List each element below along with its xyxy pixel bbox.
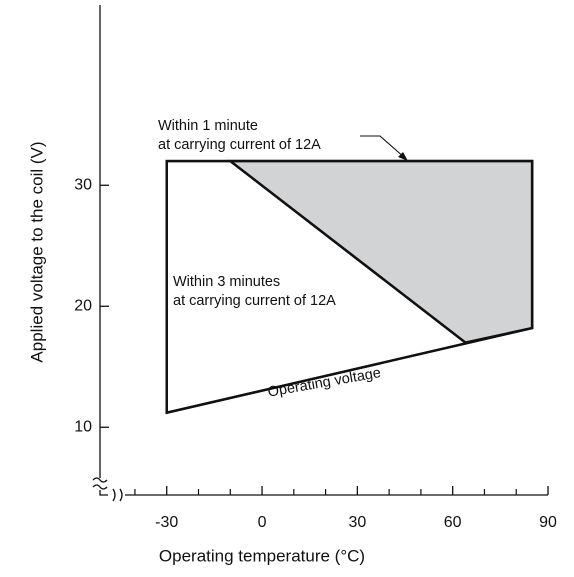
y-break <box>92 484 108 490</box>
x-break <box>119 488 123 502</box>
annotation-arrowhead <box>398 152 408 161</box>
boundary-line <box>229 160 467 344</box>
annotation-text: Within 1 minute <box>158 118 258 134</box>
axis-corner <box>99 490 108 496</box>
y-break <box>92 477 108 483</box>
annotation: Within 3 minutes at carrying current of 1… <box>173 274 336 309</box>
region-outline <box>165 159 534 415</box>
x-axis-label: Operating temperature (°C) <box>159 546 365 565</box>
annotation-text: at carrying current of 12A <box>173 293 336 309</box>
x-tick-label: 90 <box>539 514 557 531</box>
y-tick-label: 20 <box>74 297 92 314</box>
axis-breaks <box>92 5 548 502</box>
x-break <box>112 488 116 502</box>
annotation-text: Within 3 minutes <box>173 274 280 290</box>
x-tick-label: 0 <box>258 514 267 531</box>
y-axis-label: Applied voltage to the coil (V) <box>27 141 46 362</box>
y-tick-label: 30 <box>74 176 92 193</box>
x-tick-label: 30 <box>348 514 366 531</box>
x-tick-label: 60 <box>444 514 462 531</box>
annotation-text: at carrying current of 12A <box>158 137 321 153</box>
y-tick-label: 10 <box>74 418 92 435</box>
annotation-arrow <box>360 135 406 159</box>
annotation: Within 1 minute at carrying current of 12… <box>158 118 321 153</box>
x-tick-label: -30 <box>155 514 178 531</box>
